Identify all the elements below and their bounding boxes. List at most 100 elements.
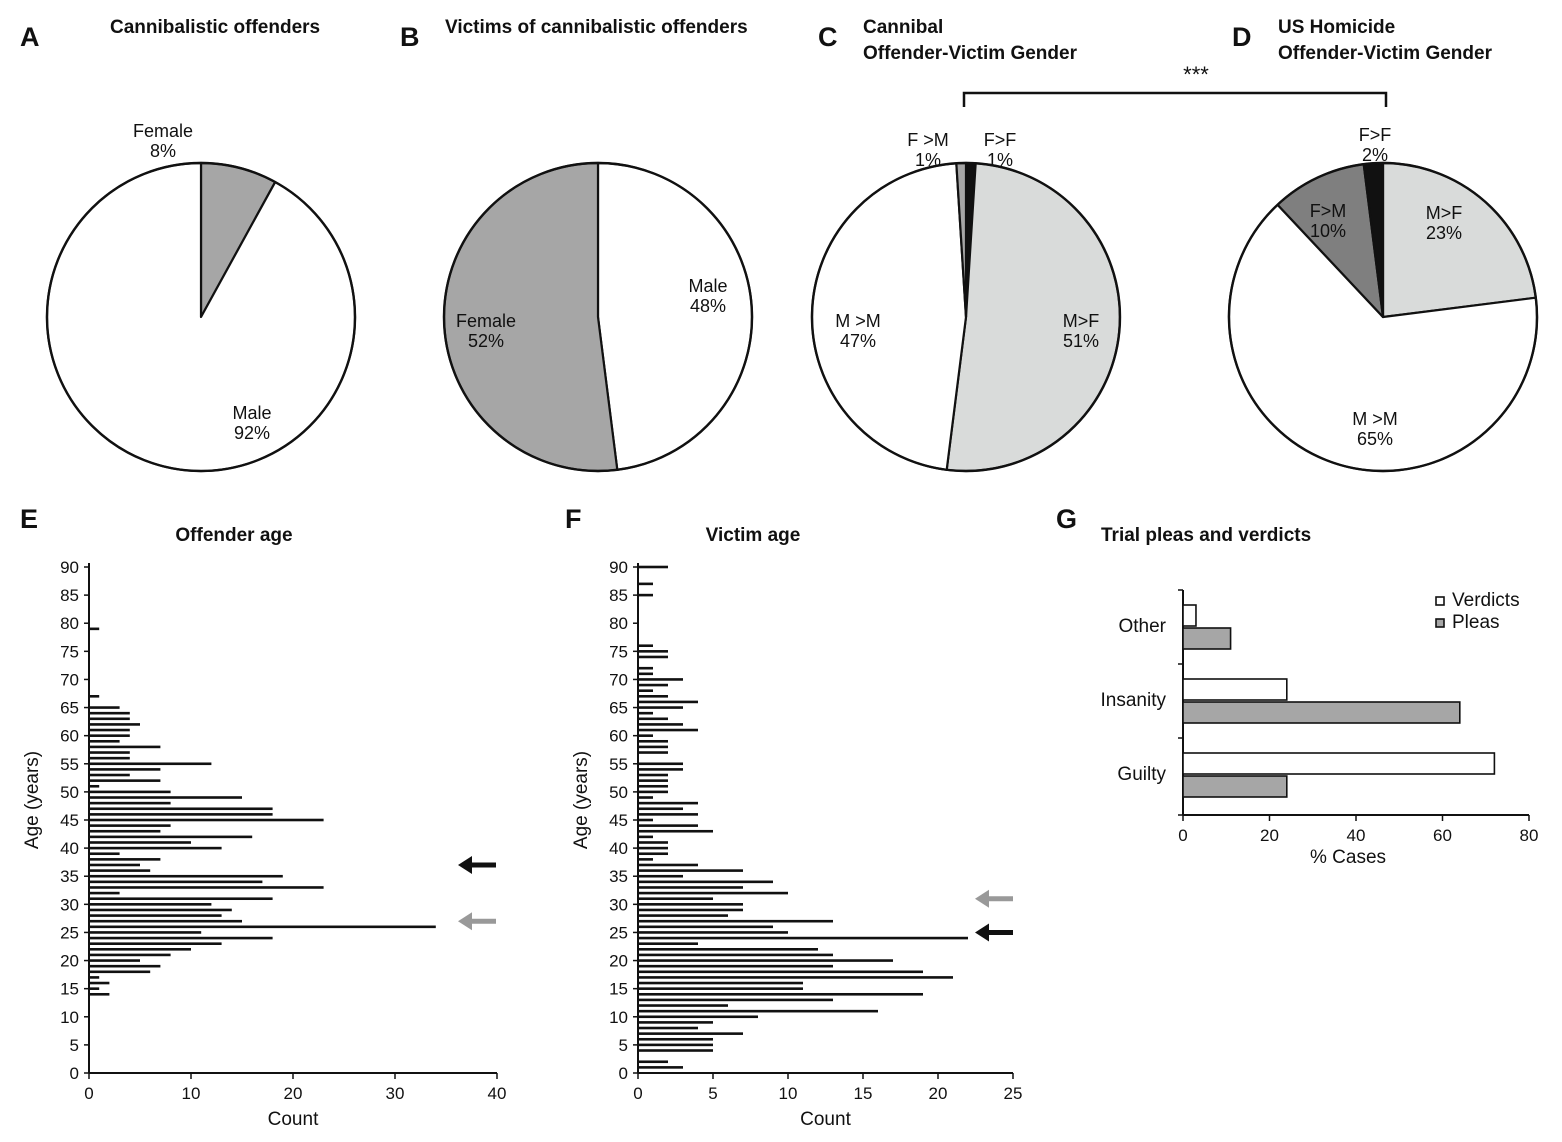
x-tick-label: 20 <box>284 1084 303 1103</box>
y-tick-label: 80 <box>60 614 79 633</box>
y-tick-label: 80 <box>609 614 628 633</box>
x-tick-label: 25 <box>1004 1084 1023 1103</box>
y-tick-label: 55 <box>60 755 79 774</box>
y-tick-label: 15 <box>60 980 79 999</box>
y-tick-label: 75 <box>60 642 79 661</box>
age-bar <box>638 824 698 827</box>
bar-chart-victim-age: 0 5 10 15 20 25 30 35 40 45 50 55 60 65 70 75 80 85 90 0 5 10… <box>571 558 1022 1130</box>
legend-label-pleas: Pleas <box>1452 612 1500 633</box>
age-bar <box>638 779 668 782</box>
x-tick-label: 20 <box>929 1084 948 1103</box>
arrow-icon-head <box>975 923 989 942</box>
age-bar <box>638 948 818 951</box>
age-bar <box>638 863 698 867</box>
age-bar <box>638 908 743 912</box>
panel-letter-c: C <box>818 22 838 52</box>
bar-guilty-pleas <box>1182 775 1288 798</box>
y-tick-label: 60 <box>60 727 79 746</box>
age-bar <box>638 678 683 681</box>
age-bar <box>89 751 130 754</box>
age-bar <box>638 942 698 945</box>
slice-value-c-3: 1% <box>915 150 941 170</box>
age-bar <box>638 790 668 794</box>
age-bar <box>89 835 253 839</box>
age-bar <box>89 695 100 698</box>
title-f: Victim age <box>706 525 801 546</box>
pie-slice-a-1 <box>45 161 357 473</box>
age-bar <box>89 914 222 917</box>
legend-label-verdicts: Verdicts <box>1452 590 1520 611</box>
age-bar <box>638 1032 743 1035</box>
y-tick-label: 70 <box>60 670 79 689</box>
y-tick-label: 85 <box>609 586 628 605</box>
age-bar <box>638 582 653 586</box>
age-bar <box>638 914 728 917</box>
age-bar <box>638 818 653 822</box>
significance-stars: *** <box>1183 62 1209 87</box>
x-tick-label: 10 <box>779 1084 798 1103</box>
age-bar <box>638 987 803 990</box>
x-tick-label: 0 <box>1178 826 1187 845</box>
age-bar <box>638 717 668 721</box>
slice-value-c-2: 47% <box>840 331 876 351</box>
arrow-icon-head <box>458 912 472 931</box>
bar-other-verdicts <box>1182 604 1197 627</box>
age-bar <box>638 1004 728 1007</box>
age-bar <box>89 886 324 889</box>
pie-outline-c <box>810 161 1122 473</box>
title-b: Victims of cannibalistic offenders <box>445 17 748 38</box>
pie-outline-a <box>45 161 357 473</box>
age-bar <box>89 841 191 844</box>
age-bar <box>638 773 668 777</box>
slice-value-d-2: 10% <box>1310 221 1346 241</box>
x-tick-label: 80 <box>1520 826 1539 845</box>
slice-value-c-1: 51% <box>1063 331 1099 351</box>
age-bar <box>638 931 788 934</box>
age-bar <box>638 964 833 968</box>
slice-label-c-0: F>F <box>984 130 1017 150</box>
age-bar <box>638 666 653 670</box>
age-bar <box>89 925 436 929</box>
y-tick-label: 90 <box>60 558 79 577</box>
age-bar <box>89 970 151 974</box>
y-tick-label: 50 <box>60 783 79 802</box>
bar-insanity-verdicts <box>1182 678 1288 701</box>
age-bar <box>638 700 698 704</box>
age-bar <box>638 784 668 788</box>
y-tick-label: 25 <box>609 923 628 942</box>
bar-other-pleas <box>1182 627 1232 650</box>
x-tick-label: 60 <box>1433 826 1452 845</box>
age-bar <box>638 734 653 737</box>
slice-label-b-1: Female <box>456 311 516 331</box>
y-tick-label: 65 <box>60 699 79 718</box>
age-bar <box>89 739 120 743</box>
age-bar <box>638 650 668 653</box>
age-bar <box>89 723 140 726</box>
y-tick-label: 15 <box>609 980 628 999</box>
age-bar <box>89 768 161 771</box>
y-tick-label: 65 <box>609 699 628 718</box>
panel-letter-d: D <box>1232 22 1252 52</box>
age-bar <box>638 723 683 726</box>
age-bar <box>638 706 683 709</box>
y-tick-label: 40 <box>60 839 79 858</box>
age-bar <box>89 706 120 709</box>
age-bar <box>89 908 232 912</box>
category-label: Guilty <box>1117 764 1166 785</box>
age-bar <box>89 936 273 940</box>
age-bar <box>89 959 140 962</box>
age-bar <box>89 858 161 861</box>
y-tick-label: 30 <box>609 895 628 914</box>
age-bar <box>638 1009 878 1013</box>
x-axis-label: Count <box>800 1109 851 1130</box>
bar-guilty-verdicts <box>1182 752 1496 775</box>
age-bar <box>638 919 833 923</box>
bar-insanity-pleas <box>1182 701 1461 724</box>
age-bar <box>89 796 242 799</box>
y-axis-label: Age (years) <box>571 751 592 849</box>
age-bar <box>638 644 653 648</box>
age-bar <box>89 790 171 794</box>
age-bar <box>638 739 668 743</box>
